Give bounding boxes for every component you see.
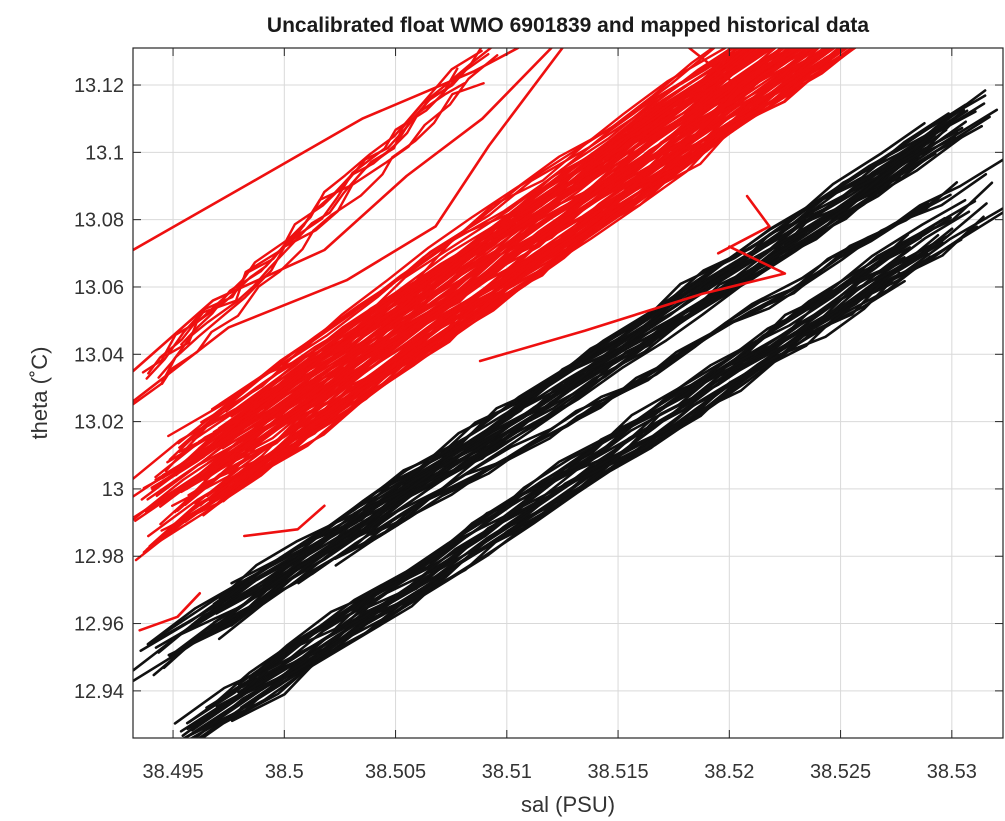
float-profile-line [716, 194, 771, 255]
plot-frame [132, 47, 1004, 739]
y-tick-label: 13.12 [74, 75, 124, 97]
historical-profile-line [358, 158, 1003, 548]
historical-profile-line [205, 216, 946, 709]
ticks: 38.495 38.5 38.505 38.51 38.515 38.52 38.525 38… [74, 48, 1003, 783]
float-profile-line [141, 67, 459, 374]
float-profile-line [679, 48, 742, 151]
float-profile-line [184, 48, 820, 506]
data-layer [133, 48, 1003, 738]
float-profile-line [178, 48, 734, 449]
float-profile-line [478, 245, 787, 363]
float-profile-line [222, 48, 854, 503]
historical-profile-line [334, 193, 952, 567]
chart-title: Uncalibrated float WMO 6901839 and mappe… [267, 14, 869, 37]
float-profile-line [187, 48, 813, 497]
historical-profile-line [186, 255, 915, 730]
historical-profile-line [230, 124, 983, 627]
y-tick-label: 12.96 [74, 614, 124, 636]
historical-profile-line [208, 225, 979, 733]
float-profile-line [167, 48, 716, 438]
x-tick-label: 38.53 [927, 761, 977, 783]
x-tick-label: 38.52 [704, 761, 754, 783]
float-profile-line [228, 48, 802, 466]
float-profile-line [133, 48, 787, 518]
float-profile-line [152, 48, 797, 506]
float-profile-line [182, 48, 784, 471]
float-profile-line [230, 48, 741, 418]
y-tick-label: 12.98 [74, 546, 124, 568]
float-profile-line [138, 592, 202, 632]
historical-profile-line [236, 271, 901, 718]
historical-profile-line [176, 130, 959, 638]
x-tick-label: 38.495 [142, 761, 203, 783]
float-profile-line [210, 48, 792, 473]
float-profile-line [133, 54, 499, 406]
historical-profile-line [185, 224, 935, 725]
float-profile-line [133, 48, 564, 403]
historical-profile-line [146, 103, 967, 646]
float-profile-line [157, 82, 466, 379]
float-profile-line [154, 48, 757, 479]
x-tick-label: 38.505 [365, 761, 426, 783]
y-tick-label: 13.1 [85, 142, 124, 164]
x-tick-label: 38.5 [265, 761, 304, 783]
y-tick-label: 13.02 [74, 412, 124, 434]
historical-profile-line [184, 152, 937, 648]
historical-profile-line [211, 143, 935, 631]
x-tick-label: 38.525 [810, 761, 871, 783]
float-profile-line [160, 82, 485, 385]
float-profile-line [210, 48, 727, 411]
y-tick-label: 13.04 [74, 344, 124, 366]
float-profile-line [206, 48, 771, 451]
historical-profile-line [241, 210, 971, 688]
float-profile-line [203, 48, 814, 482]
float-profile-line [194, 48, 833, 506]
float-profile-line [133, 48, 553, 373]
x-axis-label: sal (PSU) [521, 792, 615, 817]
float-profile-line [202, 48, 845, 517]
x-tick-label: 38.515 [587, 761, 648, 783]
y-tick-label: 13.08 [74, 210, 124, 232]
y-tick-label: 13 [102, 479, 124, 501]
float-profile-line [226, 48, 776, 444]
float-profile-line [200, 48, 736, 424]
float-profile-line [133, 48, 520, 252]
y-axis-label: theta (˚C) [27, 347, 52, 440]
historical-profile-line [239, 252, 929, 709]
x-tick-label: 38.51 [482, 761, 532, 783]
float-profile-line [232, 48, 749, 423]
float-profile-line [243, 504, 326, 538]
y-tick-label: 12.94 [74, 681, 124, 703]
float-profile-line [168, 48, 741, 461]
float-profile-line [140, 48, 772, 501]
y-tick-label: 13.06 [74, 277, 124, 299]
